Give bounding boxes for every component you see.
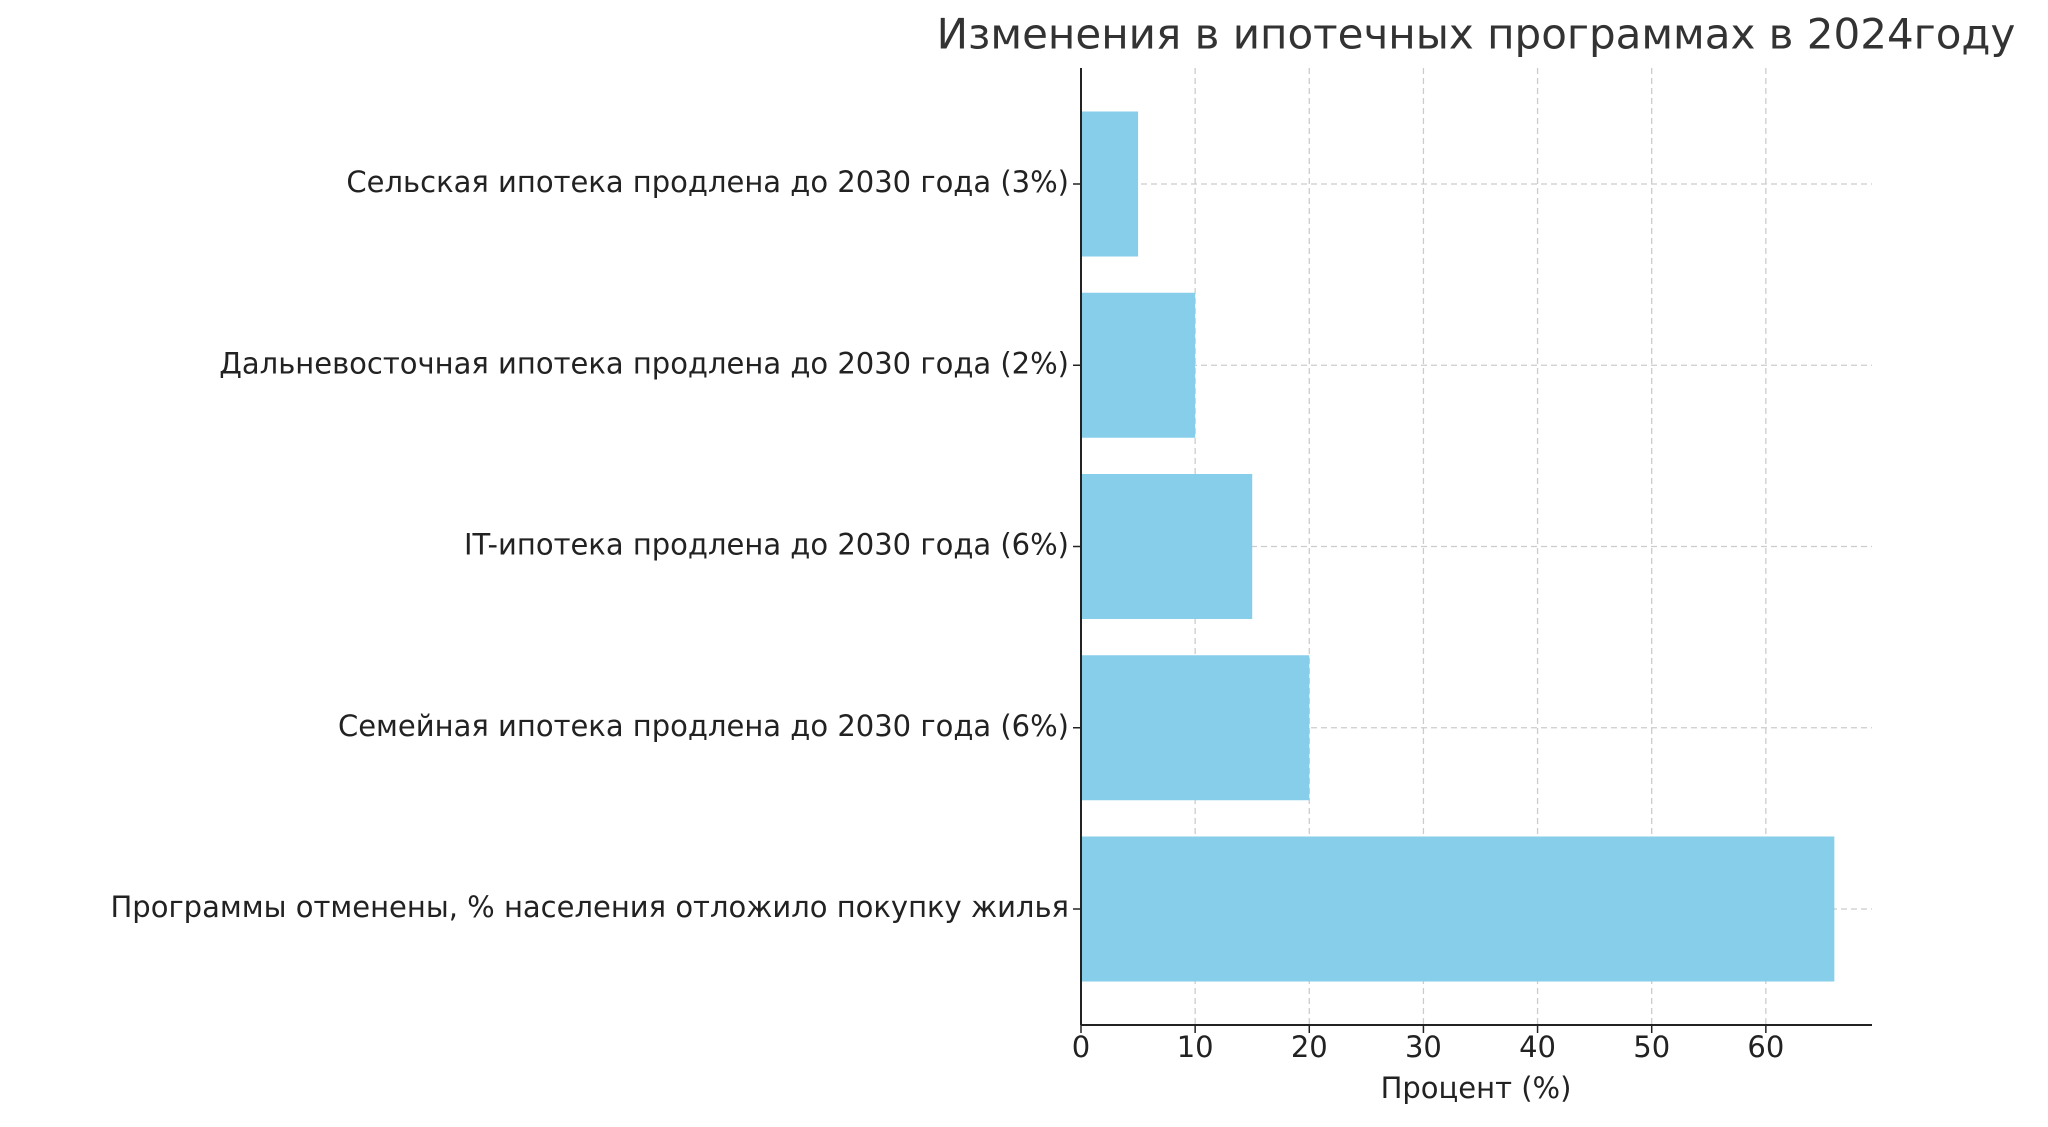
bar xyxy=(1081,474,1253,619)
x-tick-label: 20 xyxy=(1291,1030,1328,1064)
y-tick-label: Сельская ипотека продлена до 2030 года (… xyxy=(346,165,1069,199)
bar xyxy=(1081,836,1835,982)
x-tick-label: 30 xyxy=(1405,1030,1442,1064)
x-tick-label: 0 xyxy=(1072,1030,1090,1064)
bar xyxy=(1081,111,1139,257)
y-tick-label: Семейная ипотека продлена до 2030 года (… xyxy=(338,709,1069,743)
x-axis-label: Процент (%) xyxy=(1381,1071,1572,1105)
x-tick-label: 40 xyxy=(1519,1030,1556,1064)
x-tick-label: 60 xyxy=(1747,1030,1784,1064)
y-tick-label: IT-ипотека продлена до 2030 года (6%) xyxy=(464,528,1069,562)
bar xyxy=(1081,292,1196,438)
x-tick-label: 10 xyxy=(1177,1030,1214,1064)
chart-title: Изменения в ипотечных программах в 2024г… xyxy=(937,10,2016,59)
bar xyxy=(1081,655,1310,801)
y-tick-label: Дальневосточная ипотека продлена до 2030… xyxy=(219,346,1069,380)
y-tick-label: Программы отменены, % населения отложило… xyxy=(110,890,1069,924)
x-tick-label: 50 xyxy=(1633,1030,1670,1064)
